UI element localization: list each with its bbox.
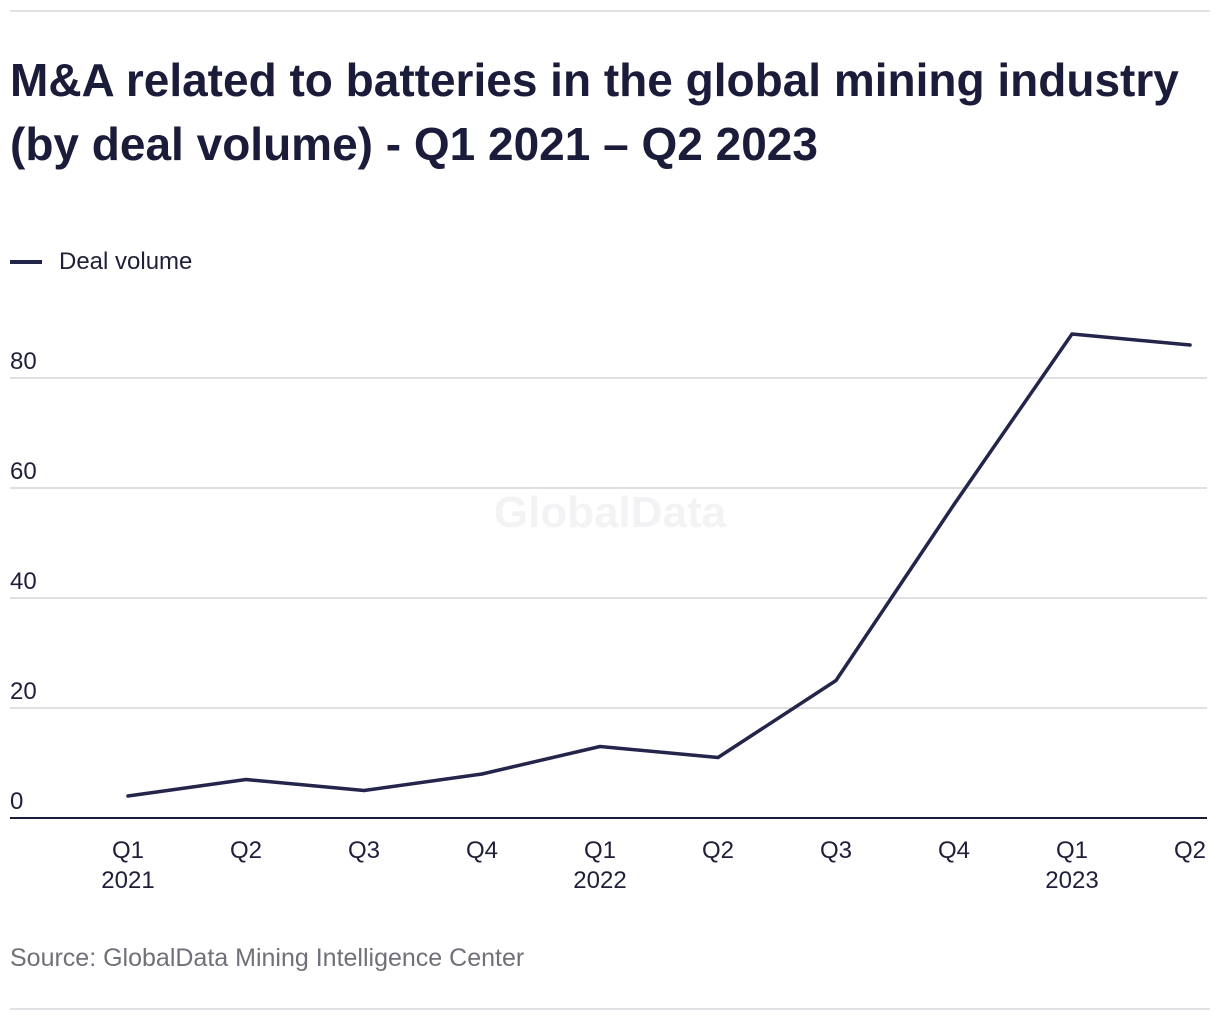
source-note: Source: GlobalData Mining Intelligence C… [10, 944, 525, 972]
y-tick-label-0: 0 [10, 788, 23, 815]
chart-title: M&A related to batteries in the global m… [10, 54, 1179, 170]
bottom-divider [10, 1008, 1210, 1010]
x-tick-label-year: 2021 [101, 867, 154, 894]
data-point-q2-2022 [716, 755, 720, 760]
legend-line-swatch [10, 260, 42, 264]
x-tick-label-quarter: Q4 [466, 837, 498, 864]
x-tick-label-quarter: Q3 [348, 837, 380, 864]
x-tick-label-quarter: Q1 [584, 837, 616, 864]
data-point-q1-2021 [126, 794, 130, 798]
series-line-deal-volume [126, 332, 1192, 798]
data-point-q1-2022 [598, 744, 602, 749]
x-tick-label-quarter: Q1 [112, 837, 144, 864]
watermark: GlobalData [494, 488, 727, 537]
x-tick-label-quarter: Q4 [938, 837, 970, 864]
x-tick-label-year: 2022 [573, 867, 626, 894]
y-tick-label-60: 60 [10, 458, 37, 485]
x-tick-label-quarter: Q2 [1174, 837, 1206, 864]
y-tick-label-80: 80 [10, 348, 37, 375]
x-tick-label-quarter: Q2 [230, 837, 262, 864]
legend: Deal volume [10, 248, 192, 276]
legend-label-deal-volume: Deal volume [59, 248, 193, 275]
data-point-q3-2021 [362, 788, 366, 793]
data-point-q4-2022 [952, 502, 956, 507]
data-point-q2-2021 [244, 777, 248, 782]
x-tick-label-quarter: Q2 [702, 837, 734, 864]
data-point-q1-2023 [1070, 332, 1074, 336]
data-point-q3-2022 [834, 678, 838, 683]
x-tick-label-year: 2023 [1045, 867, 1098, 894]
x-tick-label-quarter: Q1 [1056, 837, 1088, 864]
y-tick-label-20: 20 [10, 678, 37, 705]
x-tick-label-quarter: Q3 [820, 837, 852, 864]
data-point-q2-2023 [1188, 343, 1192, 347]
data-point-q4-2021 [480, 772, 484, 776]
top-divider [10, 10, 1210, 12]
y-tick-label-40: 40 [10, 568, 37, 595]
